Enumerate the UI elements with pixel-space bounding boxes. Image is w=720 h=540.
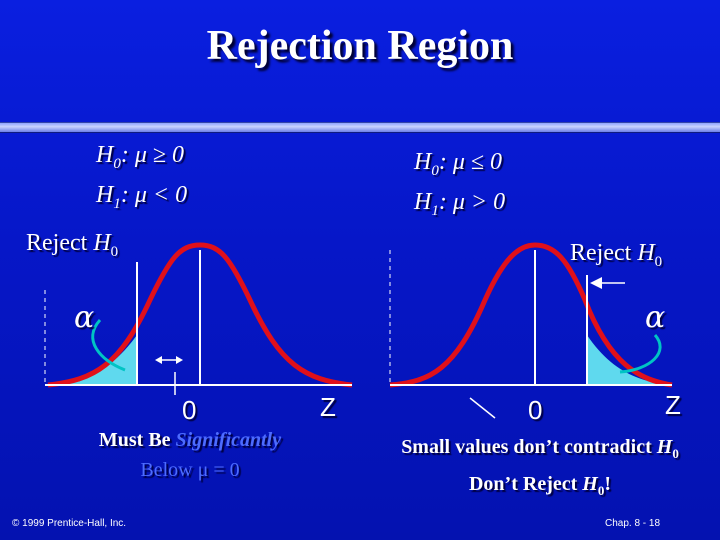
left-h1: H1: μ < 0: [96, 181, 188, 212]
right-hypotheses: H0: μ ≤ 0 H1: μ > 0: [414, 147, 505, 227]
left-alpha-arrow: [91, 318, 126, 372]
slide-title: Rejection Region: [206, 23, 514, 69]
page-number-footer: Chap. 8 - 18: [605, 518, 661, 529]
left-hypotheses: H0: μ ≥ 0 H1: μ < 0: [96, 140, 187, 220]
left-caption-line1: Must Be Significantly: [98, 429, 282, 451]
copyright-footer: © 1999 Prentice-Hall, Inc.: [12, 518, 127, 529]
left-h0: H0: μ ≥ 0: [96, 142, 185, 172]
right-caption: Small values don’t contradict H0 Don’t R…: [360, 432, 720, 506]
left-caption: Must Be Significantly Below μ = 0: [60, 425, 320, 485]
right-z-label: Z: [665, 390, 681, 420]
left-normal-curve: [47, 242, 353, 388]
left-tail-region: [48, 335, 137, 385]
left-zero-label: 0: [182, 395, 197, 425]
right-h1: H1: μ > 0: [414, 188, 506, 219]
right-alpha-label: α: [645, 300, 666, 335]
right-tail-region: [587, 335, 672, 385]
right-h0: H0: μ ≤ 0: [414, 149, 503, 179]
left-caption-line2: Below μ = 0: [140, 459, 240, 481]
left-z-label: Z: [320, 392, 336, 422]
title-divider: [0, 122, 720, 133]
right-normal-curve: [389, 242, 673, 388]
left-reject-label: Reject H0: [26, 230, 119, 260]
right-zero-label: 0: [528, 395, 543, 425]
right-alpha-arrow: [619, 334, 662, 374]
left-distance-arrow-head-left: [155, 356, 162, 364]
right-panel: [389, 242, 673, 419]
left-alpha-label: α: [74, 300, 95, 335]
left-panel: [44, 242, 353, 395]
right-pointer-line: [469, 397, 496, 419]
left-distance-arrow-head-right: [176, 356, 183, 364]
right-reject-label: Reject H0: [570, 240, 663, 270]
right-caption-line2: Don’t Reject H0!: [468, 473, 611, 498]
right-caption-line1: Small values don’t contradict H0: [401, 436, 679, 461]
